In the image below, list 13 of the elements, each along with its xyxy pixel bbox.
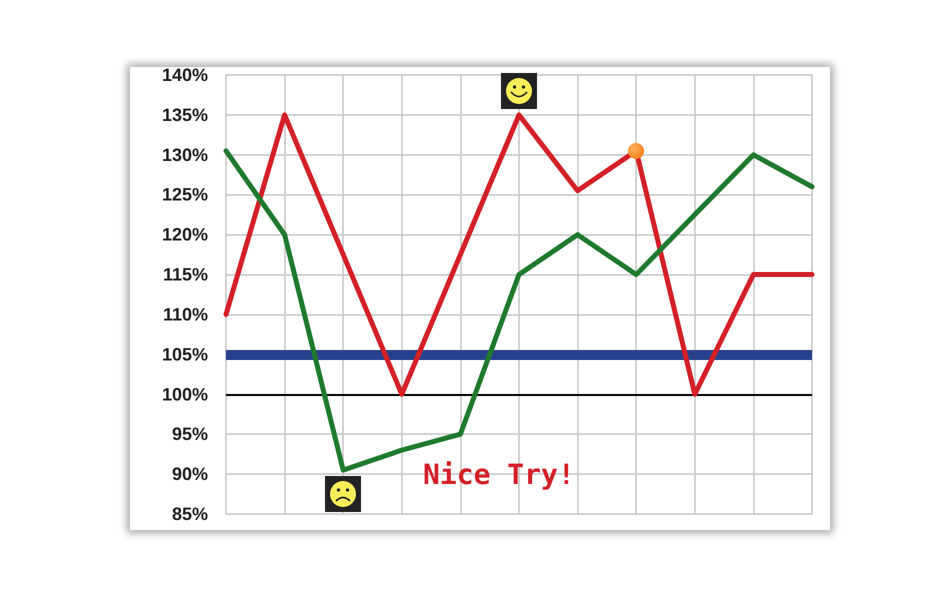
y-tick-label: 110%	[162, 304, 208, 324]
y-tick-label: 125%	[162, 184, 208, 205]
y-tick-label: 105%	[162, 344, 208, 364]
annotation: Nice Try!	[423, 458, 575, 491]
y-tick-label: 115%	[162, 264, 208, 285]
y-tick-label: 120%	[162, 224, 208, 245]
y-tick-label: 100%	[162, 384, 208, 404]
y-tick-label: 130%	[162, 144, 208, 165]
y-tick-label: 90%	[172, 464, 208, 484]
y-tick-label: 95%	[172, 424, 208, 444]
y-tick-label: 135%	[162, 104, 208, 125]
y-tick-label: 140%	[162, 65, 208, 85]
y-tick-label: 85%	[172, 504, 208, 524]
